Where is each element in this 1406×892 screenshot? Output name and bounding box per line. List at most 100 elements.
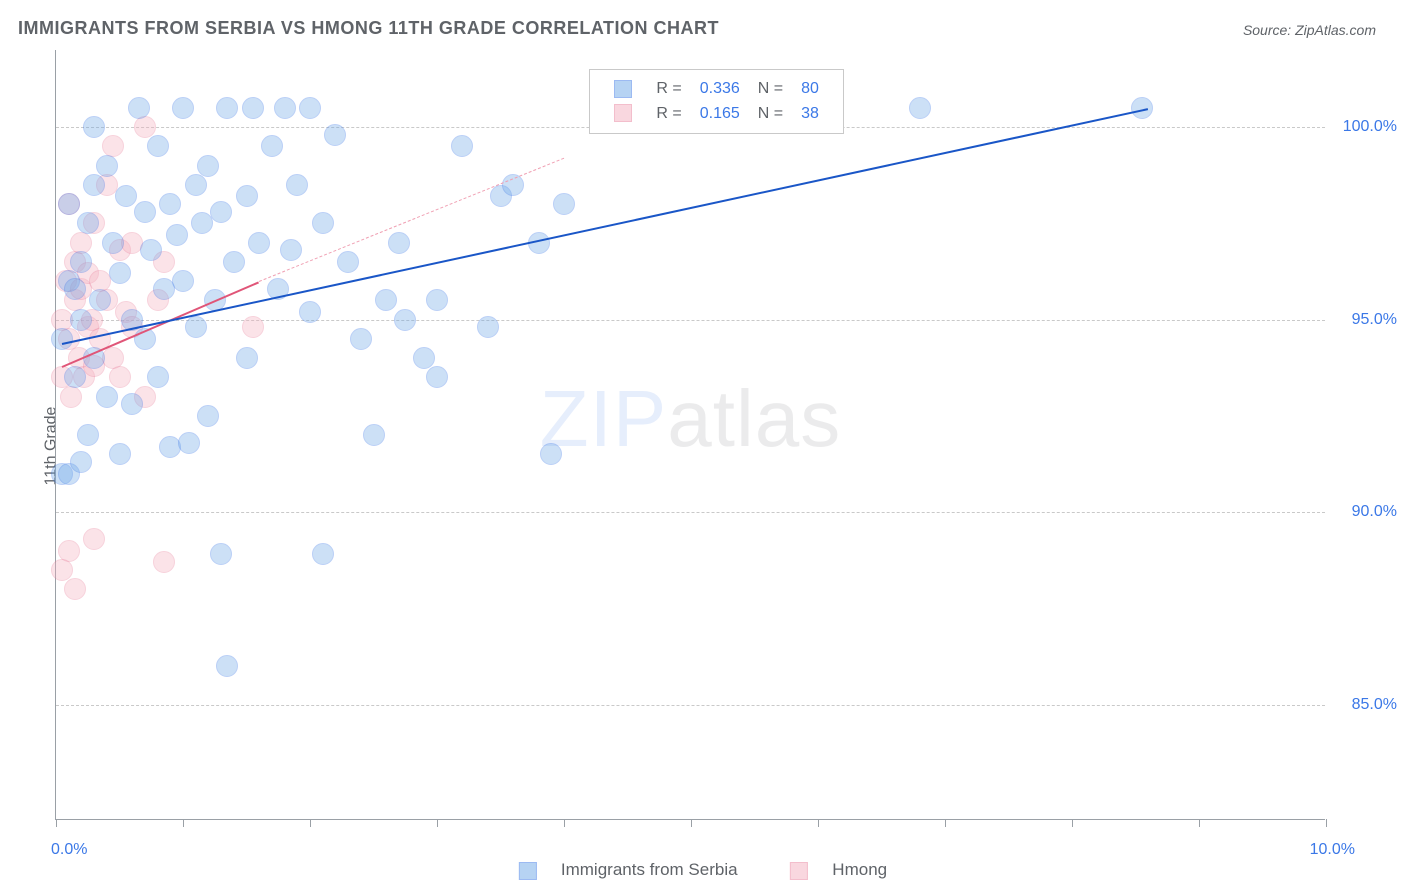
data-point [388, 232, 410, 254]
data-point [70, 251, 92, 273]
data-point [178, 432, 200, 454]
x-tick-mark [437, 819, 438, 827]
data-point [140, 239, 162, 261]
data-point [166, 224, 188, 246]
y-tick-label: 85.0% [1337, 696, 1397, 714]
data-point [147, 366, 169, 388]
legend-item-serbia: Immigrants from Serbia [507, 860, 754, 879]
data-point [477, 316, 499, 338]
data-point [242, 97, 264, 119]
data-point [451, 135, 473, 157]
data-point [236, 347, 258, 369]
legend-swatch-serbia [519, 862, 537, 880]
legend-swatch-hmong [790, 862, 808, 880]
watermark-thin: atlas [667, 374, 841, 463]
legend-item-hmong: Hmong [778, 860, 899, 879]
data-point [299, 301, 321, 323]
data-point [909, 97, 931, 119]
data-point [51, 559, 73, 581]
data-point [553, 193, 575, 215]
bottom-legend: Immigrants from Serbia Hmong [495, 860, 911, 880]
data-point [77, 424, 99, 446]
data-point [89, 289, 111, 311]
data-point [426, 289, 448, 311]
data-point [540, 443, 562, 465]
data-point [197, 405, 219, 427]
data-point [1131, 97, 1153, 119]
data-point [96, 386, 118, 408]
data-point [64, 278, 86, 300]
data-point [83, 116, 105, 138]
data-point [83, 528, 105, 550]
data-point [185, 174, 207, 196]
data-point [375, 289, 397, 311]
data-point [350, 328, 372, 350]
data-point [394, 309, 416, 331]
x-tick-mark [691, 819, 692, 827]
data-point [147, 135, 169, 157]
y-tick-label: 90.0% [1337, 503, 1397, 521]
data-point [363, 424, 385, 446]
data-point [236, 185, 258, 207]
data-point [134, 201, 156, 223]
data-point [191, 212, 213, 234]
data-point [121, 393, 143, 415]
gridline-h [56, 512, 1325, 513]
data-point [83, 174, 105, 196]
data-point [109, 443, 131, 465]
data-point [261, 135, 283, 157]
data-point [102, 232, 124, 254]
data-point [210, 201, 232, 223]
x-tick-label-right: 10.0% [1310, 841, 1355, 859]
data-point [185, 316, 207, 338]
data-point [274, 97, 296, 119]
data-point [216, 655, 238, 677]
data-point [77, 212, 99, 234]
x-tick-mark [183, 819, 184, 827]
data-point [324, 124, 346, 146]
x-tick-mark [1072, 819, 1073, 827]
data-point [109, 366, 131, 388]
data-point [96, 155, 118, 177]
x-tick-mark [564, 819, 565, 827]
data-point [70, 451, 92, 473]
scatter-plot-area: ZIPatlas 85.0%90.0%95.0%100.0%0.0%10.0%R… [55, 50, 1325, 820]
data-point [58, 193, 80, 215]
data-point [128, 97, 150, 119]
data-point [413, 347, 435, 369]
data-point [159, 193, 181, 215]
data-point [172, 270, 194, 292]
data-point [51, 328, 73, 350]
chart-title: IMMIGRANTS FROM SERBIA VS HMONG 11TH GRA… [18, 18, 719, 39]
x-tick-mark [1199, 819, 1200, 827]
data-point [210, 543, 232, 565]
data-point [216, 97, 238, 119]
x-tick-mark [818, 819, 819, 827]
x-tick-mark [310, 819, 311, 827]
y-tick-label: 100.0% [1337, 118, 1397, 136]
legend-label-serbia: Immigrants from Serbia [561, 860, 738, 879]
data-point [115, 185, 137, 207]
source-label: Source: ZipAtlas.com [1243, 22, 1376, 38]
x-tick-mark [945, 819, 946, 827]
x-tick-mark [1326, 819, 1327, 827]
stats-table: R =0.336N =80R =0.165N =38 [604, 76, 829, 126]
data-point [286, 174, 308, 196]
x-tick-label-left: 0.0% [51, 841, 87, 859]
stats-legend: R =0.336N =80R =0.165N =38 [589, 69, 844, 133]
data-point [248, 232, 270, 254]
watermark: ZIPatlas [540, 373, 841, 465]
data-point [337, 251, 359, 273]
legend-label-hmong: Hmong [832, 860, 887, 879]
data-point [109, 262, 131, 284]
data-point [197, 155, 219, 177]
data-point [64, 578, 86, 600]
data-point [242, 316, 264, 338]
x-tick-mark [56, 819, 57, 827]
y-tick-label: 95.0% [1337, 311, 1397, 329]
data-point [70, 309, 92, 331]
data-point [153, 551, 175, 573]
data-point [426, 366, 448, 388]
data-point [134, 116, 156, 138]
data-point [312, 212, 334, 234]
